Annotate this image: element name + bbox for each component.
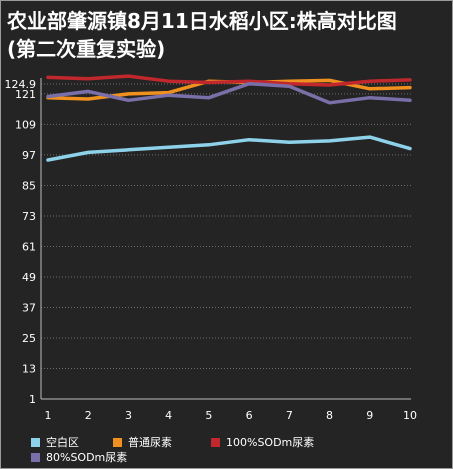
y-tick-label: 1 xyxy=(29,393,36,406)
chart-title: 农业部肇源镇8月11日水稻小区:株高对比图 (第二次重复实验) xyxy=(7,7,447,63)
x-tick-label: 6 xyxy=(246,409,253,422)
y-tick-label: 124.9 xyxy=(5,78,37,91)
x-tick-label: 7 xyxy=(286,409,293,422)
y-tick-label: 85 xyxy=(22,179,36,192)
legend-swatch xyxy=(211,437,220,447)
chart-title-line1: 农业部肇源镇8月11日水稻小区:株高对比图 xyxy=(7,9,397,33)
x-tick-label: 4 xyxy=(165,409,172,422)
y-tick-label: 73 xyxy=(22,210,36,223)
chart-title-line2: (第二次重复实验) xyxy=(7,37,166,61)
y-tick-label: 61 xyxy=(22,240,36,253)
legend-item: 普通尿素 xyxy=(113,434,172,450)
x-tick-label: 2 xyxy=(85,409,92,422)
y-tick-label: 25 xyxy=(22,332,36,345)
y-tick-label: 37 xyxy=(22,301,36,314)
x-tick-labels: 1 2 3 4 5 6 7 8 9 10 xyxy=(45,409,418,422)
legend-swatch xyxy=(31,437,40,447)
legend-label: 80%SODm尿素 xyxy=(46,451,128,464)
x-tick-label: 5 xyxy=(205,409,212,422)
legend-label: 空白区 xyxy=(46,436,79,449)
series-line xyxy=(46,135,412,162)
legend-label: 普通尿素 xyxy=(128,436,172,449)
x-tick-label: 10 xyxy=(403,409,417,422)
legend-item: 100%SODm尿素 xyxy=(211,434,314,450)
y-tick-label: 121 xyxy=(15,88,36,101)
y-tick-label: 109 xyxy=(15,118,36,131)
series-lines xyxy=(46,74,412,162)
y-tick-label: 13 xyxy=(22,362,36,375)
x-tick-label: 3 xyxy=(125,409,132,422)
x-tick-label: 9 xyxy=(366,409,373,422)
y-tick-label: 97 xyxy=(22,149,36,162)
gridlines xyxy=(41,83,411,400)
legend-swatch xyxy=(31,452,40,462)
x-tick-label: 1 xyxy=(45,409,52,422)
x-tick-label: 8 xyxy=(326,409,333,422)
legend-swatch xyxy=(113,437,122,447)
legend-label: 100%SODm尿素 xyxy=(226,436,315,449)
legend-item: 空白区 xyxy=(31,434,79,450)
series-line xyxy=(46,81,412,105)
series-line xyxy=(46,74,412,87)
y-tick-label: 49 xyxy=(22,271,36,284)
legend-item: 80%SODm尿素 xyxy=(31,449,127,465)
axes xyxy=(40,78,411,400)
chart-legend: 空白区 普通尿素 100%SODm尿素 80%SODm尿素 xyxy=(31,434,441,466)
